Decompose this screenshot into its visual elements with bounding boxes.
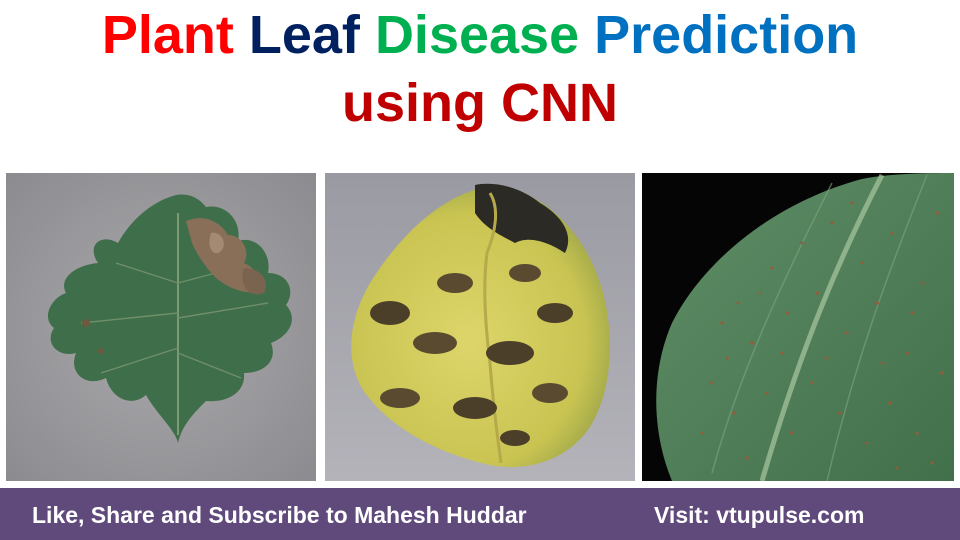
website-text: Visit: vtupulse.com	[654, 502, 865, 528]
subscribe-text: Like, Share and Subscribe to Mahesh Hudd…	[32, 502, 527, 528]
corn-leaf-rust-photo	[642, 173, 954, 481]
title-word-leaf: Leaf	[248, 5, 360, 65]
page-title: Plant Leaf Disease Prediction using CNN	[0, 8, 960, 130]
leaf-image-strip	[6, 173, 954, 481]
tomato-leaf-blight-photo	[6, 173, 316, 481]
title-line-2: using CNN	[342, 73, 618, 133]
title-word-prediction: Prediction	[594, 5, 859, 65]
yellow-leaf-dark-spot-photo	[325, 173, 635, 481]
footer-banner: Like, Share and Subscribe to Mahesh Hudd…	[0, 488, 960, 540]
title-word-plant: Plant	[101, 5, 234, 65]
title-word-disease: Disease	[374, 5, 580, 65]
title-line-1: Plant Leaf Disease Prediction	[0, 8, 960, 62]
